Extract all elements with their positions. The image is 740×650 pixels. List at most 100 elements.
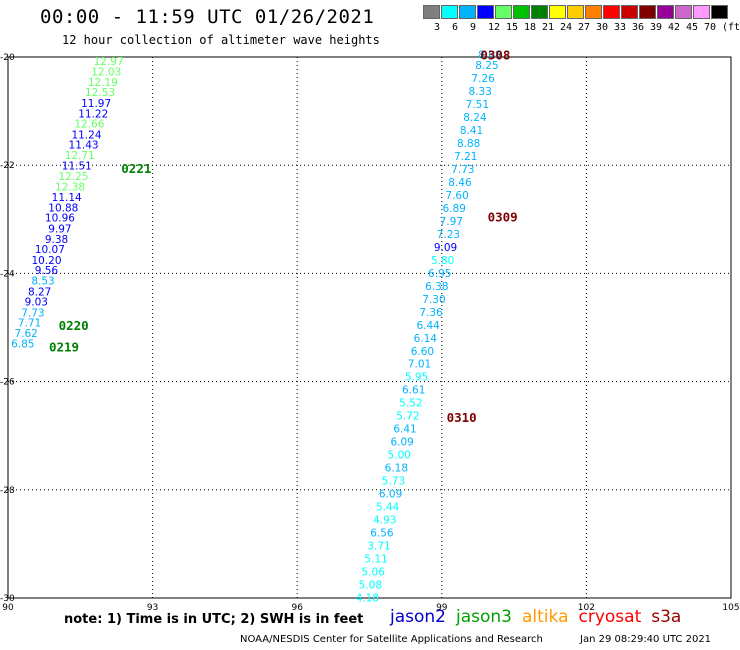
- swh-value: 6.89: [443, 203, 466, 215]
- swh-value: 3.71: [367, 541, 390, 553]
- credit-text: NOAA/NESDIS Center for Satellite Applica…: [240, 634, 543, 645]
- color-scale-label: 70: [704, 22, 717, 33]
- color-swatch: [477, 5, 494, 19]
- swh-value: 5.80: [431, 255, 454, 267]
- y-tick-label: -26: [0, 378, 15, 388]
- track-time-label: 0308: [480, 47, 510, 62]
- track-time-label: 0221: [121, 161, 151, 176]
- swh-value: 6.61: [402, 385, 425, 397]
- track-time-label: 0310: [447, 410, 477, 425]
- swh-value: 9.03: [25, 297, 48, 309]
- swh-value: 12.53: [85, 87, 115, 99]
- swh-value: 10.20: [31, 255, 61, 267]
- swh-value: 5.73: [382, 476, 405, 488]
- y-tick-label: -28: [0, 486, 15, 496]
- swh-value: 9.38: [45, 234, 68, 246]
- x-tick-label: 105: [722, 603, 739, 613]
- swh-value: 6.41: [393, 424, 416, 436]
- satellite-legend: jason2 jason3 altika cryosat s3a: [390, 607, 691, 627]
- swh-value: 6.44: [416, 320, 440, 332]
- color-scale-label: (ft): [722, 22, 740, 33]
- track-time-label: 0309: [488, 210, 518, 225]
- swh-value: 5.00: [388, 450, 411, 462]
- y-tick-label: -24: [0, 269, 15, 279]
- swh-value: 9.09: [434, 242, 457, 254]
- color-swatch: [459, 5, 476, 19]
- color-swatch: [549, 5, 566, 19]
- color-scale-label: 18: [524, 22, 537, 33]
- swh-value: 7.60: [445, 190, 468, 202]
- swh-value: 12.97: [94, 56, 124, 68]
- color-swatch: [423, 5, 440, 19]
- swh-value: 12.25: [58, 171, 88, 183]
- color-swatch: [639, 5, 656, 19]
- x-tick-label: 99: [436, 603, 448, 613]
- swh-value: 6.56: [370, 528, 394, 540]
- swh-value: 10.07: [35, 244, 65, 256]
- color-scale-bar: [423, 5, 729, 19]
- swh-value: 8.27: [28, 286, 51, 298]
- swh-value: 6.09: [379, 489, 402, 501]
- swh-value: 7.73: [21, 307, 44, 319]
- color-swatch: [711, 5, 728, 19]
- swh-value: 4.18: [356, 592, 379, 604]
- swh-value: 12.03: [91, 67, 121, 79]
- swh-value: 11.43: [69, 140, 99, 152]
- swh-value: 7.73: [451, 164, 474, 176]
- swh-value: 12.71: [65, 150, 95, 162]
- swh-value: 5.44: [376, 502, 400, 514]
- swh-value: 11.97: [81, 98, 111, 110]
- swh-value: 8.46: [448, 177, 472, 189]
- swh-value: 6.95: [428, 268, 451, 280]
- y-tick-label: -30: [0, 594, 15, 604]
- swh-value: 9.56: [35, 265, 59, 277]
- color-swatch: [603, 5, 620, 19]
- color-scale-label: 24: [560, 22, 573, 33]
- swh-value: 7.01: [408, 359, 431, 371]
- swh-value: 8.41: [460, 125, 483, 137]
- color-scale-label: 36: [632, 22, 645, 33]
- color-swatch: [621, 5, 638, 19]
- legend-jason2: jason2: [390, 607, 446, 627]
- color-scale-label: 6: [452, 22, 459, 33]
- swh-value: 8.08: [478, 49, 501, 61]
- color-swatch: [657, 5, 674, 19]
- swh-value: 8.88: [457, 138, 480, 150]
- track-time-label: 0219: [49, 339, 79, 354]
- swh-value: 8.53: [31, 275, 54, 287]
- swh-value: 4.93: [373, 515, 396, 527]
- color-scale-label: 12: [488, 22, 501, 33]
- legend-jason3: jason3: [456, 607, 512, 627]
- y-tick-label: -20: [0, 53, 15, 63]
- swh-value: 5.08: [359, 579, 382, 591]
- swh-value: 5.95: [405, 372, 428, 384]
- swh-value: 11.24: [71, 129, 101, 141]
- swh-value: 7.51: [466, 99, 489, 111]
- y-tick-label: -22: [0, 161, 15, 171]
- swh-value: 12.19: [88, 77, 118, 89]
- legend-cryosat: cryosat: [578, 607, 642, 627]
- swh-value: 10.96: [45, 213, 75, 225]
- swh-value: 7.71: [18, 318, 41, 330]
- swh-value: 6.85: [11, 339, 34, 351]
- color-swatch: [585, 5, 602, 19]
- color-swatch: [441, 5, 458, 19]
- color-swatch: [693, 5, 710, 19]
- swh-value: 5.11: [364, 554, 387, 566]
- color-scale-label: 30: [596, 22, 609, 33]
- swh-value: 12.38: [55, 181, 85, 193]
- swh-value: 5.52: [399, 398, 422, 410]
- swh-value: 7.62: [14, 328, 37, 340]
- color-scale-label: 39: [650, 22, 663, 33]
- color-scale-label: 33: [614, 22, 627, 33]
- track-time-label: 0220: [59, 318, 89, 333]
- x-tick-label: 90: [2, 603, 14, 613]
- swh-value: 12.66: [74, 119, 104, 131]
- color-scale-label: 3: [434, 22, 441, 33]
- generated-timestamp: Jan 29 08:29:40 UTC 2021: [580, 634, 712, 645]
- plot-frame: [7, 56, 732, 599]
- x-tick-label: 93: [147, 603, 158, 613]
- swh-value: 6.38: [425, 281, 448, 293]
